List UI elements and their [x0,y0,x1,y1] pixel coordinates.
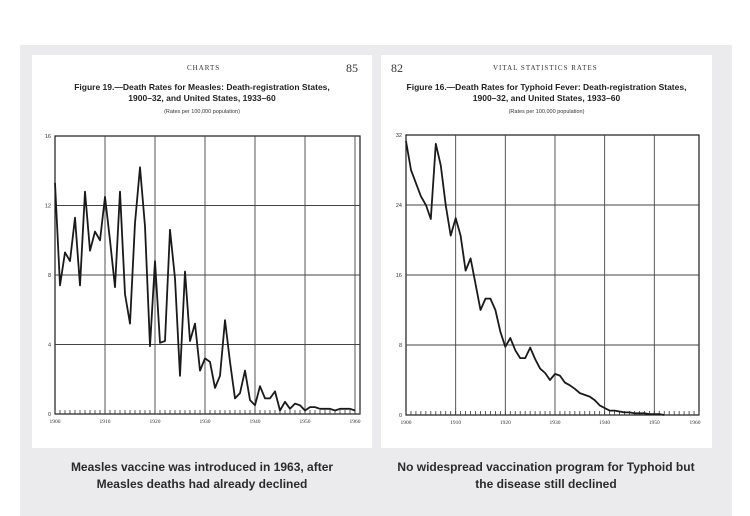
y-tick-label: 8 [399,343,402,349]
x-tick-label: 1940 [599,420,610,426]
x-tick-label: 1950 [649,420,660,426]
chart-subtitle: (Rates per 100,000 population) [164,109,240,115]
chart-subtitle: (Rates per 100,000 population) [508,109,585,115]
x-tick-label: 1910 [450,420,461,426]
chart-title-line: Figure 16.—Death Rates for Typhoid Fever… [406,82,687,92]
x-tick-label: 1930 [200,419,211,425]
chart-title: Figure 19.—Death Rates for Measles: Deat… [32,82,372,104]
chart-title-line: 1900–32, and United States, 1933–60 [128,93,276,103]
caption-line: Measles deaths had already declined [96,477,308,491]
x-tick-label: 1930 [549,420,560,426]
typhoid-chart: 0 8 16 24 32 1900 1910 1920 1930 1940 1950 1960 [396,133,701,426]
measles-chart-card: CHARTS 85 Figure 19.—Death Rates for Mea… [32,55,372,448]
measles-caption: Measles vaccine was introduced in 1963, … [32,459,372,493]
x-tick-label: 1900 [50,419,61,425]
chart-title-line: Figure 19.—Death Rates for Measles: Deat… [74,82,330,92]
death-rate-line [405,140,665,416]
y-tick-label: 12 [45,204,51,210]
x-tick-label: 1960 [690,420,701,426]
typhoid-chart-card: 82 VITAL STATISTICS RATES Figure 16.—Dea… [381,55,712,448]
typhoid-caption: No widespread vaccination program for Ty… [376,459,716,493]
x-tick-label: 1910 [100,419,111,425]
x-tick-label: 1940 [250,419,261,425]
x-tick-label: 1950 [300,419,311,425]
y-tick-label: 0 [399,413,402,419]
chart-title: Figure 16.—Death Rates for Typhoid Fever… [381,82,712,104]
page-header: CHARTS [187,64,221,72]
y-tick-label: 16 [396,273,402,279]
y-tick-label: 16 [45,134,51,140]
x-tick-label: 1920 [150,419,161,425]
y-tick-label: 4 [48,343,51,349]
caption-line: the disease still declined [475,477,617,491]
death-rate-line [54,166,356,412]
chart-title-line: 1900–32, and United States, 1933–60 [472,93,621,103]
page-number: 85 [346,61,358,75]
measles-chart: 0 4 8 12 16 1900 1910 1920 1930 1940 1950 1960 [45,134,361,425]
y-tick-label: 24 [396,203,402,209]
x-tick-label: 1920 [500,420,511,426]
x-tick-label: 1900 [401,420,412,426]
page-number: 82 [391,61,403,75]
y-tick-label: 0 [48,412,51,418]
y-tick-label: 8 [48,273,51,279]
caption-line: No widespread vaccination program for Ty… [397,460,695,474]
y-tick-label: 32 [396,133,402,139]
caption-line: Measles vaccine was introduced in 1963, … [70,460,334,474]
x-tick-label: 1960 [350,419,361,425]
page-header: VITAL STATISTICS RATES [493,64,598,72]
background-panel: CHARTS 85 Figure 19.—Death Rates for Mea… [20,45,732,516]
